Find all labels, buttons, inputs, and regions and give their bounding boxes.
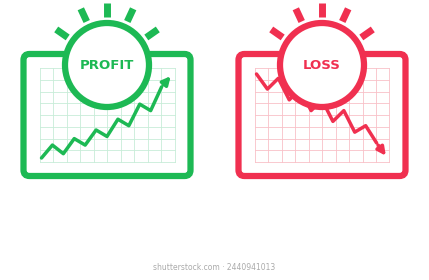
Circle shape — [65, 23, 149, 107]
FancyBboxPatch shape — [282, 21, 362, 73]
Text: shutterstock.com · 2440941013: shutterstock.com · 2440941013 — [153, 263, 275, 272]
FancyBboxPatch shape — [67, 21, 147, 73]
Circle shape — [280, 23, 364, 107]
Text: PROFIT: PROFIT — [80, 59, 134, 71]
FancyBboxPatch shape — [239, 54, 405, 176]
FancyBboxPatch shape — [24, 54, 190, 176]
Text: LOSS: LOSS — [303, 59, 341, 71]
